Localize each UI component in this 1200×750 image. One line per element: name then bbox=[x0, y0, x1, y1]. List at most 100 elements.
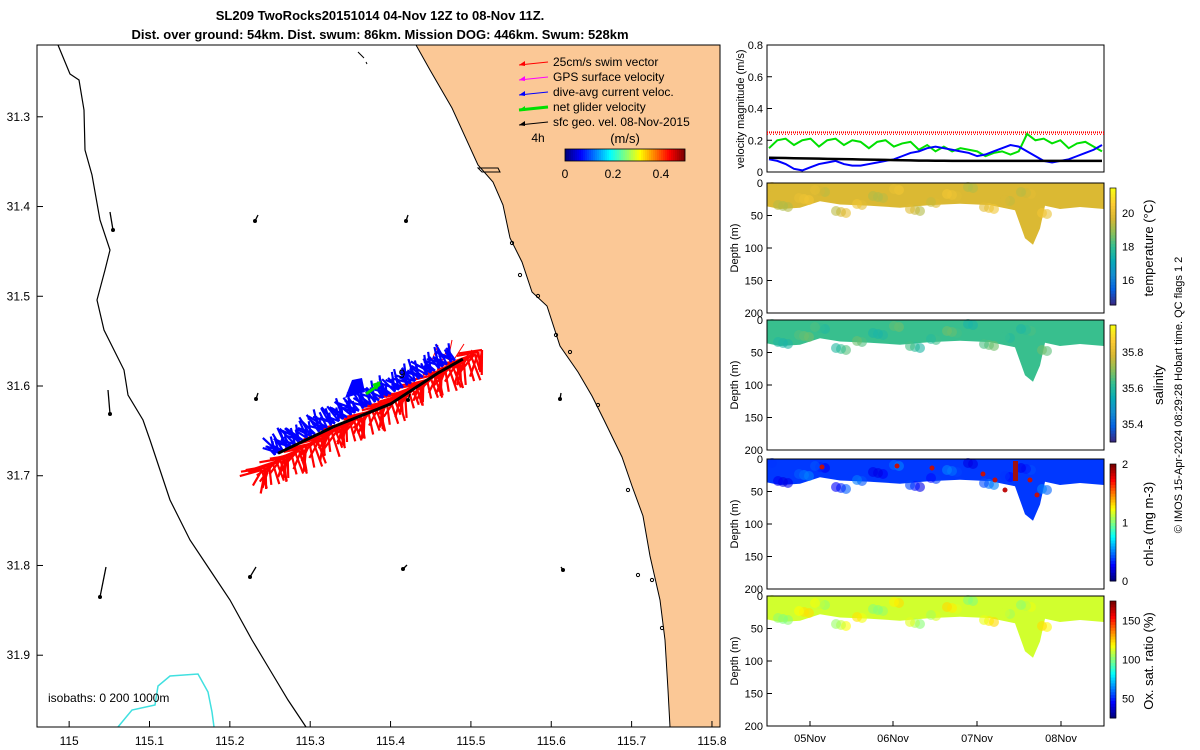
temperature-cbar-cell bbox=[1110, 240, 1116, 245]
temperature-cbar-cell bbox=[1110, 258, 1116, 262]
chla-cbar-cell bbox=[1110, 534, 1116, 538]
swim-vector bbox=[292, 447, 304, 470]
swim-vector bbox=[307, 430, 333, 442]
swim-vector bbox=[312, 441, 324, 467]
chla-cbar-cell bbox=[1110, 557, 1116, 562]
chla-sample bbox=[815, 462, 825, 472]
chla-sample bbox=[926, 473, 936, 483]
legend-arrowhead-0 bbox=[519, 61, 525, 66]
salinity-cbar-tick-1: 35.6 bbox=[1122, 383, 1143, 395]
oxygen-cbar-label: Ox. sat. ratio (%) bbox=[1141, 612, 1156, 710]
colorbar-cell bbox=[683, 149, 686, 161]
temperature-sample bbox=[952, 191, 962, 201]
chla-ytick-label-0: 0 bbox=[757, 454, 763, 466]
chla-sample bbox=[841, 484, 851, 494]
chla-frame bbox=[766, 458, 1105, 590]
chla-background bbox=[767, 459, 1104, 589]
temperature-cbar-cell bbox=[1110, 264, 1116, 268]
salinity-sample bbox=[910, 342, 920, 352]
chla-sample bbox=[804, 471, 814, 481]
oxygen-ytick-label-4: 200 bbox=[745, 721, 763, 733]
map-xtick-label-6: 115.6 bbox=[537, 734, 566, 748]
temperature-cbar-cell bbox=[1110, 231, 1116, 236]
dac-vector bbox=[280, 438, 296, 446]
oxygen-cbar-cell bbox=[1110, 700, 1116, 704]
oxygen-sample bbox=[778, 614, 788, 624]
colorbar-cell bbox=[675, 149, 678, 161]
temperature-sample bbox=[878, 193, 888, 203]
dac-vector bbox=[391, 377, 412, 385]
oxygen-sample bbox=[841, 621, 851, 631]
salinity-frame bbox=[766, 319, 1105, 451]
swim-vector bbox=[427, 373, 439, 394]
dac-vector bbox=[376, 381, 400, 391]
oxygen-frame bbox=[766, 595, 1105, 727]
colorbar-cell bbox=[581, 149, 584, 161]
chla-sample bbox=[1000, 471, 1010, 481]
salinity-cbar-cell bbox=[1110, 380, 1116, 384]
salinity-sample bbox=[894, 322, 904, 332]
chla-ytick-label-3: 150 bbox=[745, 552, 763, 564]
salinity-sample bbox=[836, 344, 846, 354]
oxygen-cbar-cell bbox=[1110, 633, 1116, 637]
colorbar-cell bbox=[589, 149, 592, 161]
colorbar-cell bbox=[681, 149, 684, 161]
geo-arrow-head-0 bbox=[111, 228, 115, 232]
colorbar-cell bbox=[565, 149, 568, 161]
salinity-cbar-cell bbox=[1110, 383, 1116, 387]
chla-ytick-label-4: 200 bbox=[745, 584, 763, 596]
coast-islet-5 bbox=[595, 402, 601, 408]
chla-sample bbox=[1021, 464, 1031, 474]
chla-sample bbox=[873, 468, 883, 478]
legend-arrowhead-3 bbox=[519, 106, 525, 111]
temperature-cbar-cell bbox=[1110, 211, 1116, 215]
temperature-cbar-cell bbox=[1110, 243, 1116, 247]
swim-vector bbox=[255, 458, 281, 470]
geo-arrow-3 bbox=[107, 389, 111, 415]
chla-high-column bbox=[1013, 461, 1018, 481]
oxygen-sample bbox=[804, 608, 814, 618]
oxygen-sample bbox=[984, 616, 994, 626]
salinity-cbar-cell bbox=[1110, 406, 1116, 411]
colorbar-cell bbox=[679, 149, 682, 161]
salinity-cbar-tick-0: 35.4 bbox=[1122, 419, 1143, 431]
map-ytick-label-5: 31.8 bbox=[7, 558, 31, 572]
oxygen-cbar-cell bbox=[1110, 679, 1116, 684]
chla-cbar-cell bbox=[1110, 575, 1116, 579]
oxygen-sample bbox=[979, 615, 989, 625]
oxygen-cbar-cell bbox=[1110, 612, 1116, 617]
temperature-sample bbox=[868, 191, 878, 201]
geo-arrow-head-9 bbox=[401, 567, 405, 571]
map-ytick-label-4: 31.7 bbox=[7, 469, 31, 483]
chla-high-sample-6 bbox=[1027, 477, 1033, 483]
dac-vector bbox=[295, 427, 312, 437]
swim-vector bbox=[239, 468, 263, 478]
oxygen-cbar-cell bbox=[1110, 697, 1116, 701]
chla-sample bbox=[810, 461, 820, 471]
temperature-cbar-cell bbox=[1110, 252, 1116, 256]
dac-vector bbox=[406, 369, 424, 378]
swim-vector bbox=[283, 449, 300, 467]
colorbar-cell bbox=[673, 149, 676, 161]
dac-vector bbox=[423, 360, 436, 372]
velocity-ytick-label-0: 0 bbox=[757, 167, 763, 179]
map-xtick-label-1: 115.1 bbox=[135, 734, 164, 748]
salinity-profile bbox=[767, 320, 1104, 382]
temperature-sample bbox=[852, 199, 862, 209]
salinity-cbar-cell bbox=[1110, 395, 1116, 399]
chla-sample bbox=[1037, 484, 1047, 494]
chla-sample bbox=[783, 478, 793, 488]
temperature-sample bbox=[989, 204, 999, 214]
chla-sample bbox=[968, 459, 978, 469]
salinity-cbar-cell bbox=[1110, 374, 1116, 379]
temperature-profile bbox=[767, 183, 1104, 245]
chla-cbar-cell bbox=[1110, 525, 1116, 529]
colorbar-cell bbox=[641, 149, 644, 161]
chla-cbar-tick-0: 0 bbox=[1122, 576, 1128, 588]
salinity-cbar-tick-2: 35.8 bbox=[1122, 347, 1143, 359]
temperature-cbar-cell bbox=[1110, 275, 1116, 280]
geo-arrow-head-6 bbox=[558, 397, 562, 401]
oxygen-cbar-cell bbox=[1110, 630, 1116, 634]
salinity-cbar-cell bbox=[1110, 377, 1116, 382]
dac-vector bbox=[337, 402, 360, 412]
